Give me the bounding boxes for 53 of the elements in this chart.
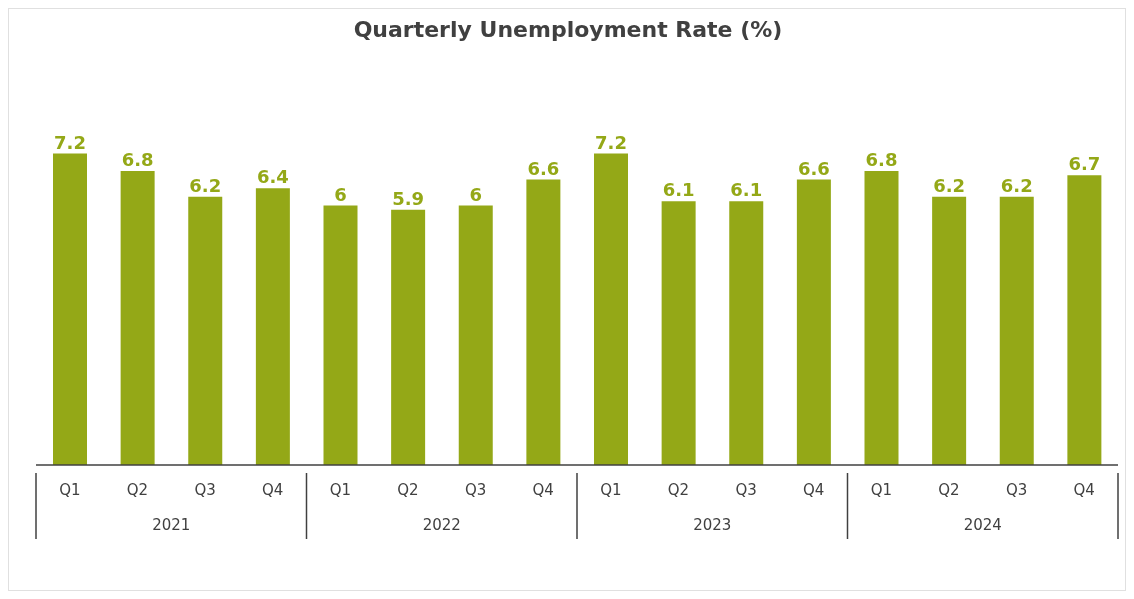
data-label: 6.2 — [189, 174, 222, 196]
data-label: 6.2 — [933, 174, 966, 196]
data-label: 6 — [334, 183, 347, 205]
chart-title: Quarterly Unemployment Rate (%) — [352, 17, 784, 42]
x-tick-label: Q2 — [126, 481, 149, 499]
x-tick-label: Q2 — [938, 481, 960, 499]
bar — [53, 153, 87, 465]
x-tick-label: Q4 — [1073, 481, 1095, 499]
text: 2021 — [152, 516, 191, 534]
bar — [526, 179, 561, 465]
data-label: 6.8 — [121, 148, 154, 170]
x-tick-label: Q1 — [870, 481, 892, 499]
x-tick-label: Q3 — [464, 481, 487, 499]
x-tick-label: Q4 — [262, 481, 284, 499]
bar — [458, 205, 493, 465]
bar — [932, 196, 967, 465]
data-label: 6.1 — [662, 179, 695, 201]
bar — [323, 205, 358, 465]
bar — [120, 170, 155, 465]
data-label: 6.8 — [865, 148, 898, 170]
x-tick-label: Q2 — [667, 481, 690, 499]
data-label: 5.9 — [392, 187, 425, 209]
bar — [864, 170, 899, 465]
bar — [1067, 175, 1102, 465]
data-label: 6.6 — [797, 157, 830, 179]
data-label: 7.2 — [595, 131, 627, 153]
data-label: 7.2 — [54, 131, 86, 153]
x-tick-label: Q1 — [600, 481, 622, 499]
bar — [391, 209, 426, 465]
x-tick-label: Q4 — [532, 481, 554, 499]
text: 2023 — [693, 516, 732, 534]
data-label: 6.1 — [730, 179, 763, 201]
data-label: 6 — [469, 183, 483, 205]
data-label: 6.6 — [527, 157, 560, 179]
x-tick-label: Q3 — [1005, 481, 1028, 499]
x-tick-label: Q1 — [329, 481, 351, 499]
bar — [255, 188, 290, 465]
text: 2022 — [422, 516, 461, 534]
data-label: 6.2 — [1000, 174, 1033, 196]
x-tick-label: Q1 — [59, 481, 81, 499]
bar — [594, 153, 628, 465]
bar — [661, 201, 696, 465]
x-tick-label: Q2 — [397, 481, 419, 499]
bar — [796, 179, 831, 465]
data-label: 6.4 — [256, 166, 289, 188]
bar — [188, 196, 223, 465]
data-label: 6.7 — [1068, 153, 1101, 175]
x-tick-label: Q3 — [194, 481, 216, 499]
bar — [999, 196, 1034, 465]
text: 2024 — [963, 516, 1002, 534]
bar — [729, 201, 764, 465]
x-tick-label: Q4 — [803, 481, 825, 499]
x-tick-label: Q3 — [735, 481, 757, 499]
